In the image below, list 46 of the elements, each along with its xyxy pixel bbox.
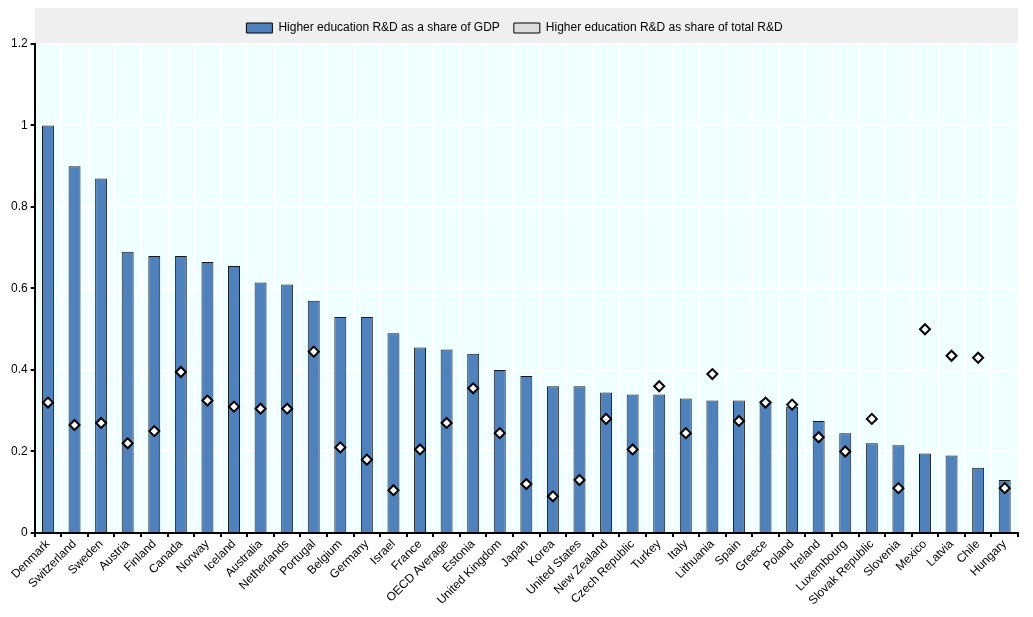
point [360,453,373,466]
y-tick-label: 0 [20,525,28,540]
y-tick-label: 0.6 [10,280,28,295]
point [972,351,985,364]
point [918,323,931,336]
legend-label: Higher education R&D as share of total R&D [545,20,783,35]
point [600,412,613,425]
point [653,380,666,393]
point [228,400,240,413]
point [812,431,825,444]
point [387,484,400,497]
point [121,437,134,450]
point [732,414,745,427]
point [493,427,506,440]
point [679,427,692,440]
point [945,349,958,362]
point [68,418,81,431]
point [520,478,533,491]
point [414,443,427,456]
y-tick-label: 1 [20,117,28,132]
legend-label: Higher education R&D as a share of GDP [278,20,500,35]
point [307,345,320,358]
point [786,398,799,411]
y-tick-label: 1.2 [10,36,28,51]
point [174,366,187,379]
y-tick-label: 0.8 [10,199,28,214]
point [440,416,453,429]
point [467,382,480,395]
point [201,394,214,407]
point [626,443,639,456]
point [865,412,878,425]
point [546,490,559,503]
point [148,425,161,438]
point [41,396,54,409]
point [839,445,852,458]
point [998,482,1011,495]
point [759,396,772,409]
point [281,402,294,415]
y-tick-label: 0.4 [10,362,28,377]
point [892,482,905,495]
point [334,441,347,454]
point [95,416,108,429]
y-tick-label: 0.2 [10,443,28,458]
point [254,402,267,415]
point [573,474,586,486]
point [706,368,719,381]
